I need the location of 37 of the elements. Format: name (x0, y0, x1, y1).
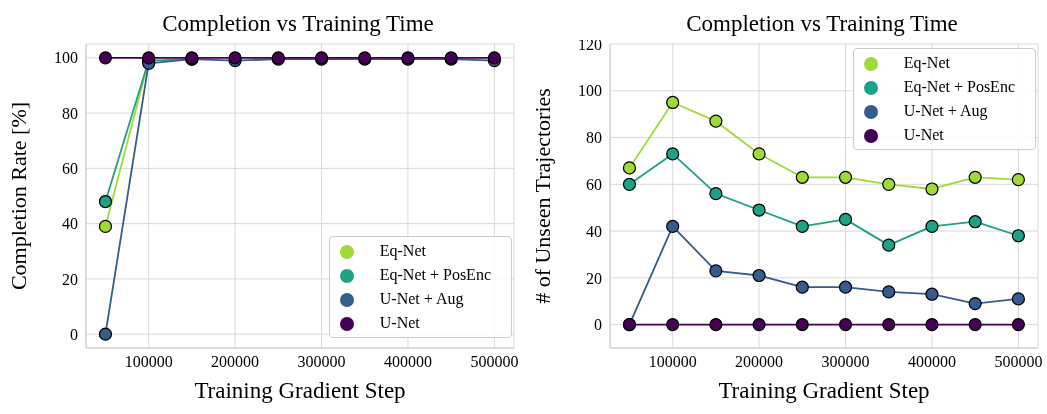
y-tick-label: 60 (62, 160, 78, 178)
legend-label: U-Net + Aug (903, 102, 988, 119)
legend-label: Eq-Net + PosEnc (903, 78, 1015, 95)
legend-label: Eq-Net (379, 242, 426, 259)
x-tick-label: 200000 (211, 353, 260, 371)
y-tick-label: 80 (62, 104, 78, 122)
legend-label: U-Net (379, 314, 420, 331)
x-tick-label: 500000 (994, 353, 1043, 371)
legend-label: U-Net + Aug (379, 290, 464, 307)
x-tick-label: 100000 (124, 353, 173, 371)
y-tick-label: 0 (70, 325, 78, 343)
y-axis-title: # of Unseen Trajectories (529, 88, 555, 304)
legend-label: Eq-Net + PosEnc (379, 266, 491, 283)
y-tick-label: 20 (586, 269, 602, 287)
y-tick-label: 40 (586, 222, 602, 240)
x-tick-label: 200000 (735, 353, 784, 371)
y-tick-label: 80 (586, 129, 602, 147)
x-tick-label: 300000 (821, 353, 870, 371)
x-tick-label: 400000 (383, 353, 432, 371)
y-axis-title: Completion Rate [%] (5, 101, 31, 291)
chart-title: Completion vs Training Time (161, 10, 435, 38)
x-tick-label: 100000 (648, 353, 697, 371)
y-tick-label: 100 (578, 82, 602, 100)
y-tick-label: 40 (62, 215, 78, 233)
y-tick-label: 0 (594, 316, 602, 334)
x-tick-label: 400000 (907, 353, 956, 371)
legend-label: U-Net (903, 126, 944, 143)
x-axis-title: Training Gradient Step (718, 378, 930, 403)
x-tick-label: 300000 (297, 353, 346, 371)
y-tick-label: 100 (54, 49, 78, 67)
x-axis-title: Training Gradient Step (194, 378, 406, 403)
legend-label: Eq-Net (903, 54, 950, 71)
chart-title: Completion vs Training Time (686, 11, 958, 36)
y-tick-label: 60 (586, 175, 602, 193)
y-tick-label: 120 (578, 35, 602, 53)
y-tick-label: 20 (62, 270, 78, 288)
x-tick-label: 500000 (470, 353, 519, 371)
